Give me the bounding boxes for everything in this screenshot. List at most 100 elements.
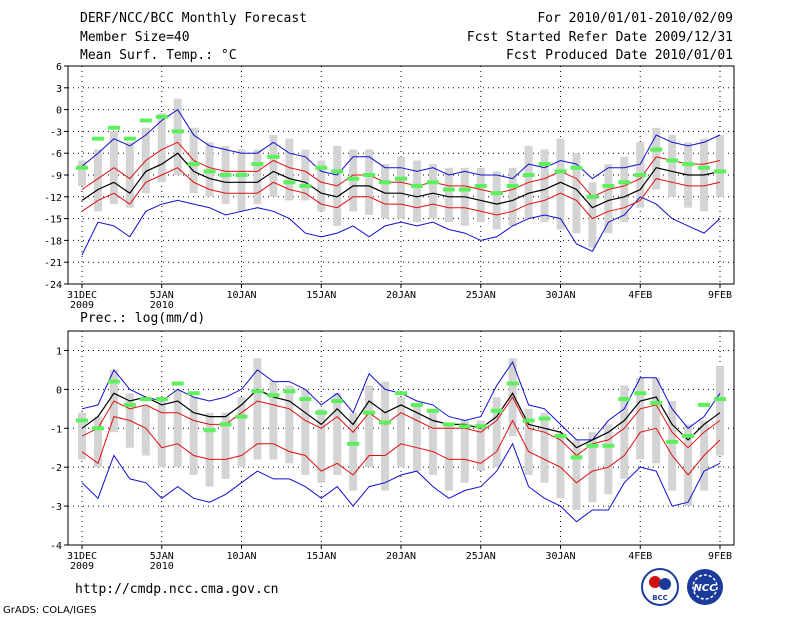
- temp-y-tick-label: 6: [56, 62, 62, 73]
- temp-x-tick-label: 5JAN 2010: [150, 290, 174, 311]
- prec-observed-marker: [490, 408, 503, 413]
- temp-observed-marker: [363, 173, 376, 177]
- prec-observed-marker: [363, 410, 376, 415]
- prec-x-tick-label: 25JAN: [466, 551, 496, 562]
- prec-observed-marker: [682, 434, 695, 439]
- prec-observed-marker: [458, 424, 471, 429]
- forecast-period-label: For 2010/01/01-2010/02/09: [537, 11, 733, 26]
- prec-observed-marker: [618, 397, 631, 402]
- prec-spread-bar: [460, 420, 469, 483]
- prec-spread-bar: [684, 424, 693, 507]
- prec-spread-bar: [636, 377, 645, 460]
- temp-spread-bar: [412, 160, 421, 223]
- prec-observed-marker: [347, 441, 360, 446]
- prec-observed-marker: [187, 391, 200, 396]
- prec-observed-marker: [251, 389, 264, 394]
- prec-spread-bar: [157, 401, 166, 468]
- temp-x-tick-label: 30JAN: [545, 290, 575, 301]
- prec-observed-marker: [426, 408, 439, 413]
- temp-y-tick-label: 3: [56, 84, 62, 95]
- prec-upper-quartile-line: [81, 396, 721, 457]
- prec-spread-bar: [556, 432, 565, 499]
- temp-observed-marker: [139, 118, 152, 123]
- temp-spread-bar: [652, 127, 661, 190]
- website-url[interactable]: http://cmdp.ncc.cma.gov.cn: [75, 582, 279, 597]
- temp-observed-marker: [522, 173, 535, 177]
- temp-observed-marker: [379, 180, 392, 185]
- temp-x-tick-label: 15JAN: [306, 290, 336, 301]
- temp-spread-bar: [301, 149, 310, 201]
- prec-x-tick-label: 31DEC 2009: [67, 551, 97, 572]
- prec-spread-bar: [349, 412, 358, 491]
- temp-x-tick-label: 31DEC 2009: [67, 290, 97, 311]
- prec-observed-marker: [299, 397, 312, 402]
- temp-x-tick-label: 10JAN: [226, 290, 256, 301]
- temp-spread-bar: [285, 138, 294, 201]
- prec-spread-bar: [476, 420, 485, 472]
- temp-observed-marker: [251, 162, 264, 167]
- prec-spread-bar: [428, 412, 437, 475]
- prec-y-tick-label: -2: [50, 463, 62, 474]
- temp-observed-marker: [554, 169, 567, 174]
- temp-observed-marker: [618, 180, 631, 185]
- prec-spread-bar: [301, 389, 310, 475]
- temp-x-tick-label: 4FEB: [628, 290, 652, 301]
- temp-observed-marker: [91, 136, 104, 141]
- temp-x-tick-label: 25JAN: [466, 290, 496, 301]
- temp-observed-marker: [506, 183, 519, 188]
- temp-y-tick-label: -9: [50, 171, 62, 182]
- temp-observed-marker: [315, 165, 328, 170]
- precipitation-panel-title: Prec.: log(mm/d): [80, 311, 206, 326]
- temp-observed-marker: [395, 176, 407, 181]
- temp-spread-bar: [397, 156, 405, 219]
- temp-observed-marker: [123, 136, 136, 141]
- temp-y-tick-label: -21: [44, 258, 62, 269]
- prec-y-tick-label: -3: [50, 502, 62, 513]
- temp-y-tick-label: -12: [44, 193, 62, 204]
- temp-x-tick-label: 9FEB: [708, 290, 732, 301]
- prec-observed-marker: [171, 381, 184, 386]
- temp-spread-bar: [572, 153, 581, 234]
- temp-spread-bar: [269, 135, 278, 197]
- prec-spread-bar: [604, 424, 613, 495]
- temp-spread-bar: [476, 167, 485, 223]
- prec-spread-bar: [253, 358, 262, 460]
- precipitation-panel: 1 0 -1 -2 -3 -4 31DEC 2009 5JAN 2010 10JAN 15JAN 20J…: [50, 330, 735, 572]
- grads-credit: GrADS: COLA/IGES: [3, 605, 97, 616]
- prec-observed-marker: [91, 426, 104, 431]
- prec-spread-bar: [492, 397, 501, 468]
- prec-observed-marker: [474, 424, 487, 429]
- temp-y-tick-label: -6: [50, 149, 62, 160]
- prec-spread-bar: [397, 397, 405, 468]
- temp-observed-marker: [171, 129, 184, 134]
- prec-spread-bar: [412, 404, 421, 472]
- prec-observed-marker: [442, 422, 455, 427]
- prec-spread-bar: [221, 412, 230, 479]
- temp-observed-marker: [347, 176, 360, 181]
- temp-spread-bar: [237, 149, 246, 212]
- chart-title: DERF/NCC/BCC Monthly Forecast: [80, 11, 307, 26]
- temp-min-line: [81, 196, 721, 256]
- temp-observed-marker: [426, 180, 439, 185]
- temp-observed-marker: [155, 114, 168, 119]
- temp-y-tick-label: 0: [56, 106, 62, 117]
- prec-spread-bar: [444, 424, 453, 491]
- prec-spread-bar: [668, 401, 677, 491]
- ncc-logo: NCC: [687, 569, 723, 605]
- temp-lower-quartile-line: [81, 167, 721, 220]
- prec-x-tick-label: 10JAN: [226, 551, 256, 562]
- temp-observed-marker: [283, 180, 296, 185]
- bcc-logo-blue-mark: [659, 578, 671, 590]
- temperature-panel-title: Mean Surf. Temp.: °C: [80, 48, 237, 63]
- temp-spread-bar: [492, 171, 501, 230]
- prec-spread-bar: [572, 439, 581, 510]
- temp-observed-marker: [474, 183, 487, 188]
- temp-observed-marker: [650, 147, 663, 152]
- temp-max-line: [81, 108, 721, 180]
- prec-observed-marker: [203, 428, 216, 433]
- prec-x-tick-label: 20JAN: [386, 551, 416, 562]
- prec-x-tick-label: 9FEB: [708, 551, 732, 562]
- temp-observed-marker: [203, 169, 216, 174]
- prec-spread-bar: [540, 412, 549, 483]
